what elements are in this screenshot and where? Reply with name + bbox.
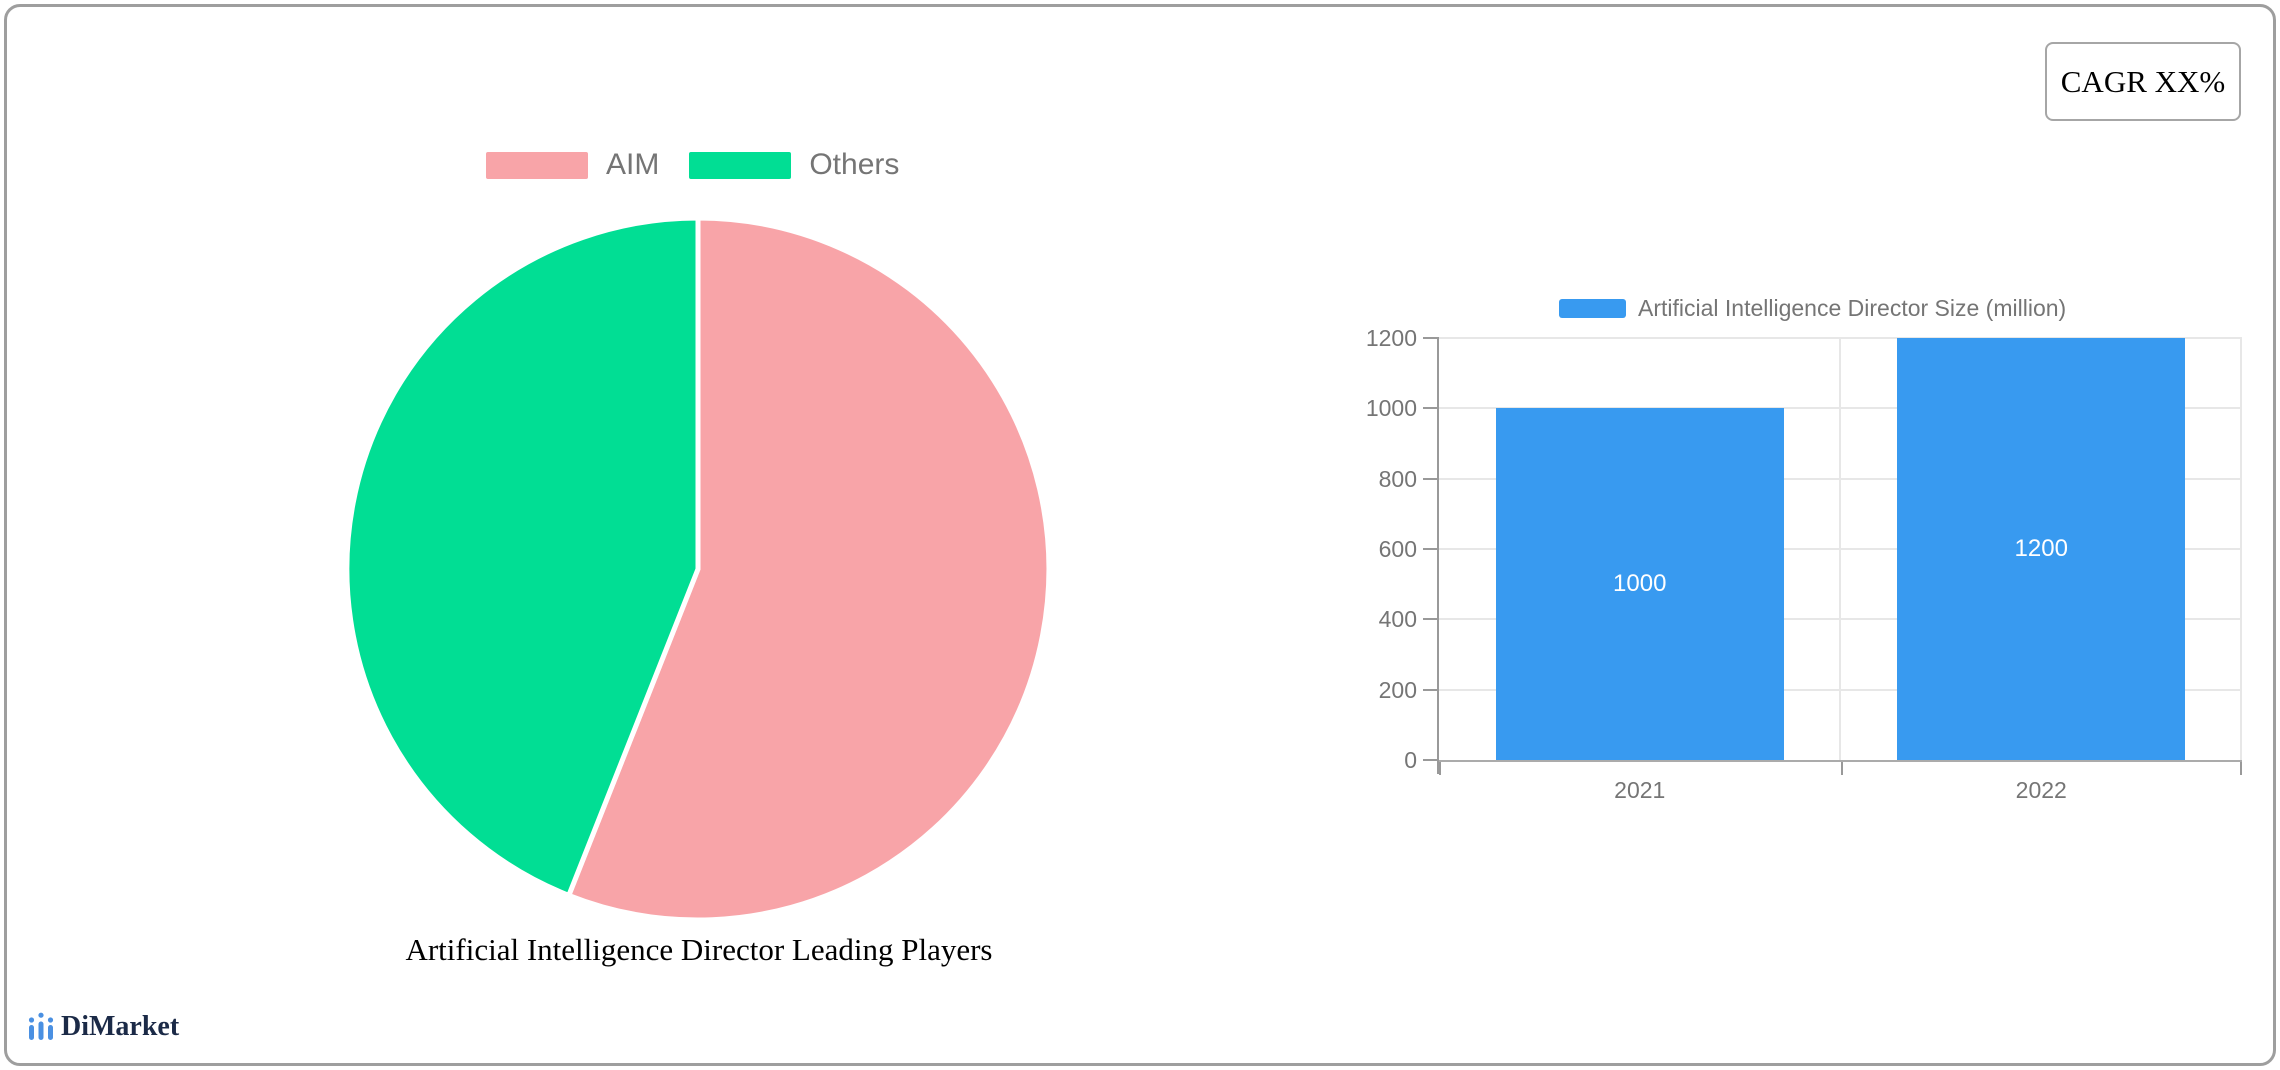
legend-swatch-others [689, 151, 792, 179]
bar-2022[interactable] [1897, 338, 2186, 760]
pie-legend: AIM Others [486, 150, 899, 180]
y-axis-label: 200 [1378, 676, 1417, 703]
pie-svg [344, 215, 1052, 923]
pie-slice-others[interactable] [344, 215, 701, 898]
y-axis-tick [1423, 407, 1439, 410]
gridline-y [1439, 477, 2242, 480]
y-axis-label: 1000 [1365, 395, 1417, 422]
pie-legend-item-aim[interactable]: AIM [486, 150, 659, 180]
y-axis-line [1437, 338, 1439, 774]
x-axis-tick [1840, 762, 1843, 775]
y-axis-tick [1423, 688, 1439, 691]
bar-legend-label: Artificial Intelligence Director Size (m… [1638, 295, 2067, 321]
gridline-y [1439, 407, 2242, 410]
pie-legend-label-aim: AIM [606, 148, 660, 181]
y-axis-label: 600 [1378, 536, 1417, 562]
brand-logo: DiMarket [28, 1012, 179, 1042]
gridline-y [1439, 618, 2242, 621]
gridline-x [2240, 338, 2242, 760]
brand-name: DiMarket [61, 1011, 180, 1042]
gridline-x [1838, 338, 1841, 760]
y-axis-tick [1423, 548, 1439, 550]
bar-value-label: 1000 [1613, 570, 1667, 598]
y-axis-tick [1423, 759, 1439, 761]
x-axis-label: 2022 [2015, 777, 2067, 803]
y-axis-label: 0 [1404, 747, 1417, 773]
gridline-y [1439, 688, 2242, 691]
cagr-badge: CAGR XX% [2045, 42, 2241, 121]
gridline-y [1439, 548, 2242, 550]
bar-plot: 0 200 400 600 800 1000 1200 1000 2021 1200 2022 [1366, 325, 2242, 803]
y-axis-tick [1423, 477, 1439, 480]
bar-chart-icon [28, 1012, 54, 1040]
x-axis-line [1439, 760, 2242, 762]
x-axis-tick [1439, 762, 1441, 775]
y-axis-tick [1423, 337, 1439, 339]
cagr-label: CAGR XX% [2060, 63, 2226, 99]
y-axis-label: 400 [1378, 606, 1417, 633]
x-axis-label: 2021 [1614, 777, 1666, 803]
bar-2021[interactable] [1495, 408, 1784, 760]
pie-chart-title: Artificial Intelligence Director Leading… [405, 932, 993, 967]
y-axis-label: 800 [1378, 465, 1417, 492]
gridline-y [1439, 337, 2242, 339]
pie-legend-item-others[interactable]: Others [689, 150, 899, 180]
pie-legend-label-others: Others [809, 148, 900, 181]
legend-swatch-aim [486, 151, 588, 179]
bar-legend[interactable]: Artificial Intelligence Director Size (m… [1559, 297, 2066, 320]
bar-legend-swatch [1559, 299, 1626, 318]
y-axis-tick [1423, 618, 1439, 621]
x-axis-tick [2240, 762, 2242, 775]
y-axis-label: 1200 [1365, 325, 1417, 351]
bar-value-label: 1200 [2014, 535, 2068, 562]
pie-slice-aim[interactable] [566, 215, 1052, 923]
